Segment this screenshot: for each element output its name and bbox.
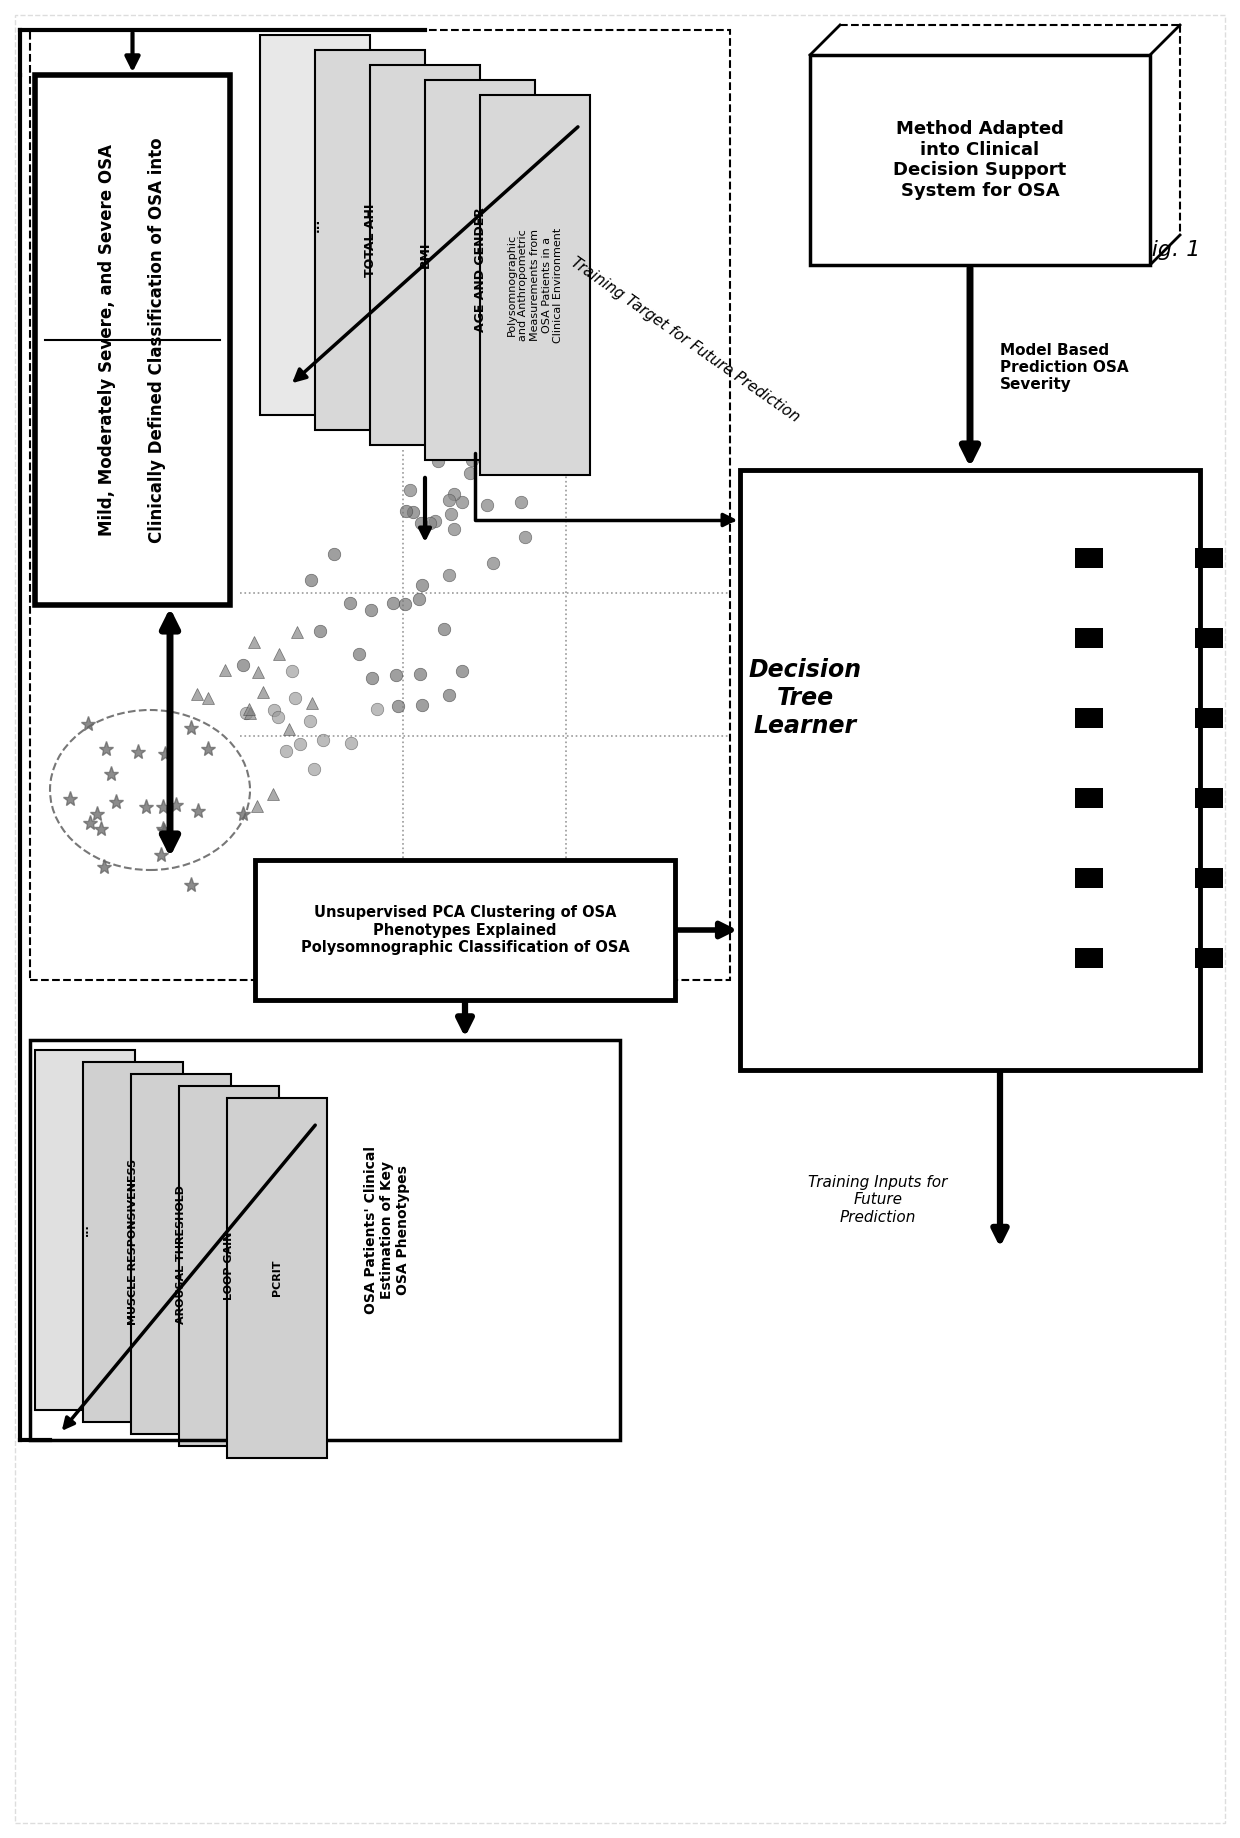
Bar xyxy=(1075,868,1104,888)
Bar xyxy=(83,1062,184,1423)
Text: BMI: BMI xyxy=(419,243,432,268)
Bar xyxy=(131,1073,231,1434)
Text: Clinically Defined Classification of OSA into: Clinically Defined Classification of OSA… xyxy=(149,138,166,542)
Bar xyxy=(1075,708,1104,728)
Bar xyxy=(255,860,675,1000)
Text: Polysomnographic
and Anthropometric
Measurements from
OSA Patients in a
Clinical: Polysomnographic and Anthropometric Meas… xyxy=(507,228,563,342)
Bar xyxy=(1075,789,1104,809)
Bar xyxy=(1075,948,1104,969)
Text: ...: ... xyxy=(81,1224,91,1237)
Bar xyxy=(1195,868,1223,888)
Bar xyxy=(810,55,1149,265)
Text: AROUSAL THRESHOLD: AROUSAL THRESHOLD xyxy=(176,1184,186,1323)
Bar xyxy=(1195,708,1223,728)
Text: Method Adapted
into Clinical
Decision Support
System for OSA: Method Adapted into Clinical Decision Su… xyxy=(893,119,1066,200)
Bar xyxy=(1195,548,1223,568)
Text: Training Target for Future Prediction: Training Target for Future Prediction xyxy=(568,255,802,425)
Bar xyxy=(179,1086,279,1447)
Text: Unsupervised PCA Clustering of OSA
Phenotypes Explained
Polysomnographic Classif: Unsupervised PCA Clustering of OSA Pheno… xyxy=(300,904,630,956)
Bar xyxy=(1195,629,1223,649)
Bar xyxy=(1195,789,1223,809)
Bar xyxy=(480,96,590,474)
Bar xyxy=(315,50,425,430)
Bar xyxy=(30,1040,620,1439)
Text: OSA Patients' Clinical
Estimation of Key
OSA Phenotypes: OSA Patients' Clinical Estimation of Key… xyxy=(363,1147,410,1314)
Bar xyxy=(425,81,534,460)
Bar xyxy=(227,1097,327,1458)
Text: Model Based
Prediction OSA
Severity: Model Based Prediction OSA Severity xyxy=(999,342,1128,391)
Bar xyxy=(370,64,480,445)
Bar xyxy=(30,29,730,980)
Bar xyxy=(1195,948,1223,969)
Bar xyxy=(35,75,229,605)
Text: Fig. 1: Fig. 1 xyxy=(1140,241,1200,259)
Text: Decision
Tree
Learner: Decision Tree Learner xyxy=(749,658,862,737)
Bar xyxy=(35,1049,135,1410)
Text: ...: ... xyxy=(309,219,321,232)
Text: Mild, Moderately Severe, and Severe OSA: Mild, Moderately Severe, and Severe OSA xyxy=(98,143,117,537)
Bar xyxy=(260,35,370,415)
Bar xyxy=(740,471,1200,1070)
Text: LOOP GAIN: LOOP GAIN xyxy=(224,1231,234,1299)
Text: Training Inputs for
Future
Prediction: Training Inputs for Future Prediction xyxy=(808,1174,947,1224)
Text: PCRIT: PCRIT xyxy=(272,1259,281,1296)
Bar xyxy=(1075,548,1104,568)
Text: MUSCLE RESPONSIVENESS: MUSCLE RESPONSIVENESS xyxy=(128,1160,138,1325)
Bar xyxy=(1075,629,1104,649)
Text: TOTAL AHI: TOTAL AHI xyxy=(363,204,377,278)
Text: AGE AND GENDER: AGE AND GENDER xyxy=(474,208,486,333)
